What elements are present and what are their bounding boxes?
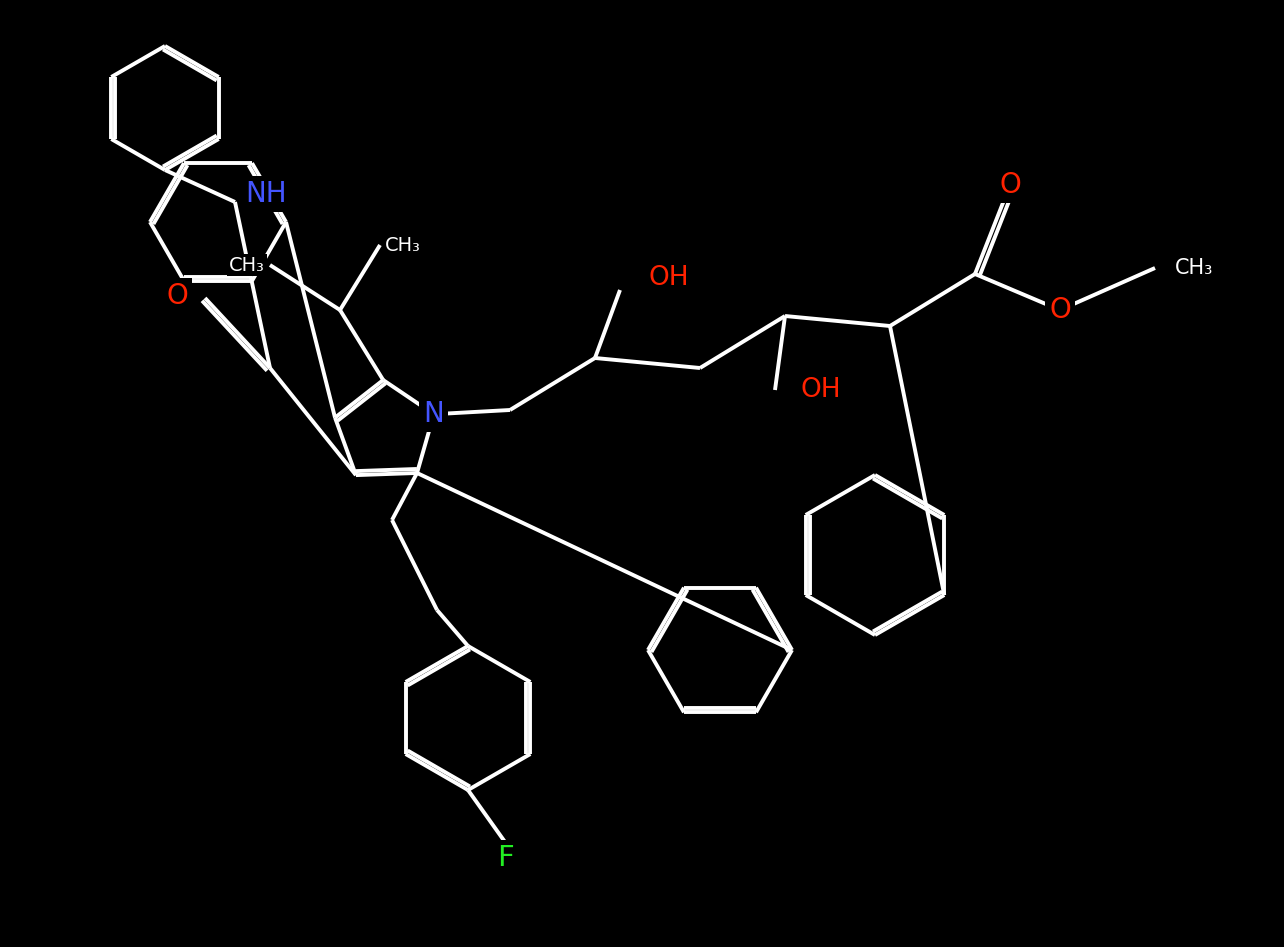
Text: NH: NH xyxy=(245,180,286,208)
Text: O: O xyxy=(999,171,1021,199)
Text: CH₃: CH₃ xyxy=(385,236,421,255)
Text: OH: OH xyxy=(800,377,841,403)
Text: CH₃: CH₃ xyxy=(229,256,265,275)
Text: F: F xyxy=(497,844,514,872)
Text: N: N xyxy=(424,401,444,428)
Text: O: O xyxy=(1049,296,1071,324)
Text: OH: OH xyxy=(648,265,688,291)
Text: CH₃: CH₃ xyxy=(1175,258,1213,278)
Text: O: O xyxy=(166,282,187,310)
